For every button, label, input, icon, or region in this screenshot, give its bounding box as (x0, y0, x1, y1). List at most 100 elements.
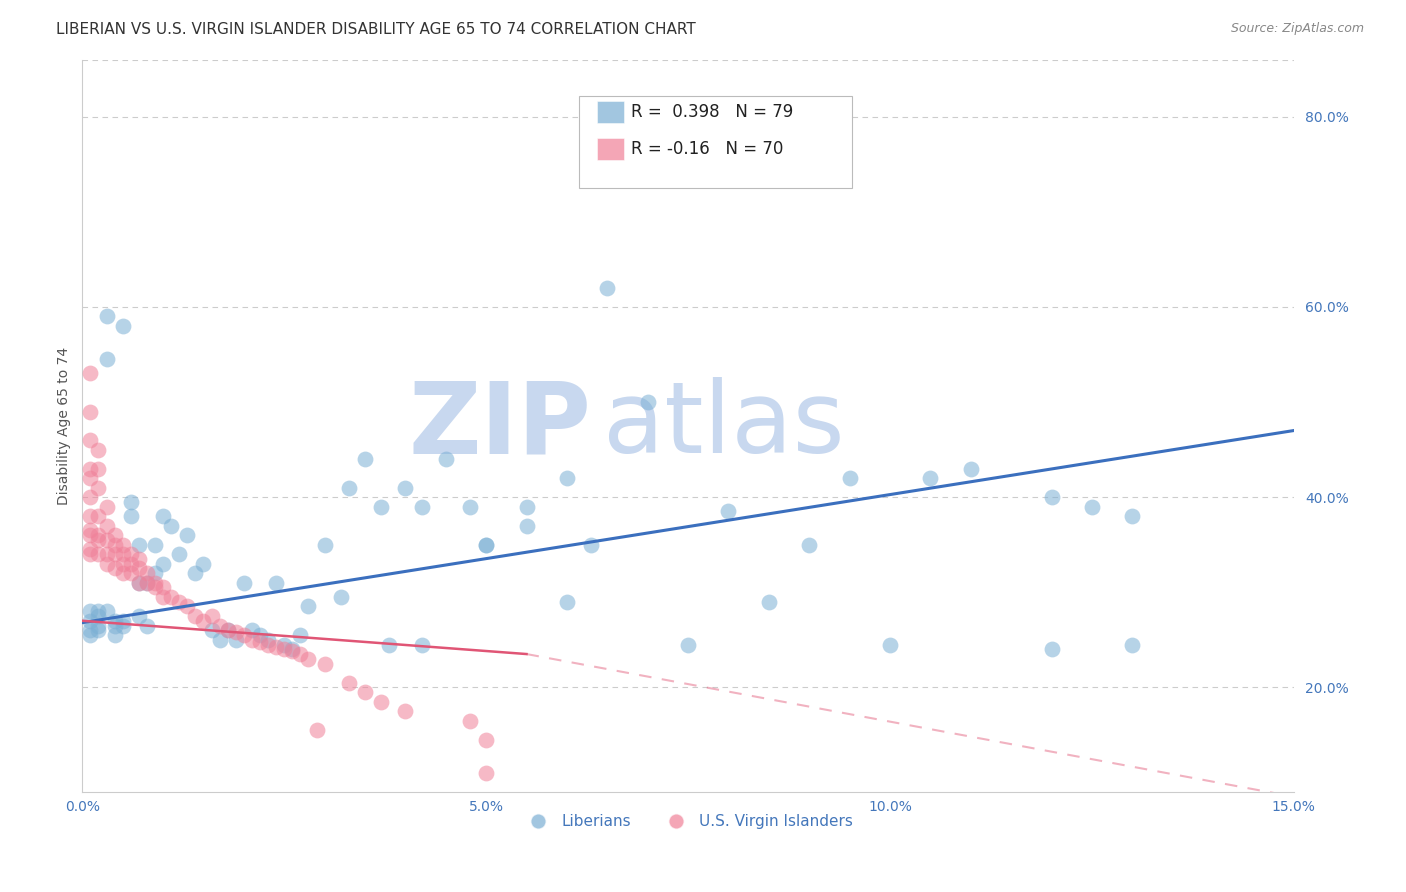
Point (297, 652, 319, 666)
Point (240, 632, 263, 647)
Point (104, 618, 127, 632)
Point (799, 538, 821, 552)
Point (128, 552, 150, 566)
Point (87, 461, 110, 475)
Point (87, 442, 110, 457)
Point (120, 557, 142, 571)
Point (394, 704, 416, 718)
Point (96, 352, 118, 367)
Point (120, 495, 142, 509)
Point (152, 581, 174, 595)
Point (281, 642, 304, 657)
Point (96, 518, 118, 533)
Point (143, 538, 166, 552)
Point (434, 452, 457, 467)
Point (120, 509, 142, 524)
Point (193, 614, 215, 628)
Point (225, 632, 247, 647)
Text: Source: ZipAtlas.com: Source: ZipAtlas.com (1230, 22, 1364, 36)
Point (104, 547, 127, 561)
Point (160, 518, 183, 533)
Point (1040, 642, 1063, 657)
Point (1121, 509, 1143, 524)
Point (1081, 500, 1104, 514)
Point (152, 509, 174, 524)
Point (104, 561, 127, 575)
Point (475, 732, 498, 747)
Point (87, 604, 110, 618)
Point (120, 547, 142, 561)
Point (314, 538, 336, 552)
Point (200, 609, 222, 624)
Point (79, 490, 101, 504)
Point (79, 547, 101, 561)
Point (217, 624, 239, 638)
Point (879, 638, 901, 652)
Point (128, 538, 150, 552)
Point (128, 575, 150, 590)
Point (232, 628, 254, 642)
Point (79, 542, 101, 557)
Point (152, 590, 174, 604)
Point (104, 538, 127, 552)
Point (555, 595, 578, 609)
Point (208, 618, 231, 632)
Point (676, 638, 699, 652)
Point (411, 500, 433, 514)
Point (297, 599, 319, 614)
Point (79, 509, 101, 524)
Point (87, 533, 110, 547)
Point (555, 471, 578, 485)
Point (354, 685, 377, 699)
Point (87, 618, 110, 632)
Point (329, 590, 352, 604)
Point (1121, 638, 1143, 652)
Point (176, 599, 198, 614)
Point (184, 609, 207, 624)
Point (79, 433, 101, 447)
Text: atlas: atlas (603, 377, 845, 475)
Point (394, 481, 416, 495)
Point (176, 528, 198, 542)
Point (120, 566, 142, 581)
Point (160, 590, 183, 604)
Point (104, 628, 127, 642)
Point (152, 557, 174, 571)
Point (135, 575, 157, 590)
Point (79, 614, 101, 628)
Point (184, 566, 207, 581)
Point (515, 500, 537, 514)
Point (111, 566, 134, 581)
Point (96, 500, 118, 514)
Point (79, 471, 101, 485)
Point (79, 604, 101, 618)
Point (96, 310, 118, 324)
Point (240, 624, 263, 638)
Point (87, 609, 110, 624)
Point (305, 723, 328, 738)
Point (1040, 490, 1063, 504)
Point (104, 614, 127, 628)
Point (475, 766, 498, 780)
Point (920, 471, 942, 485)
Point (111, 557, 134, 571)
Point (87, 481, 110, 495)
Point (143, 566, 166, 581)
Point (281, 644, 304, 658)
Point (257, 638, 280, 652)
Point (87, 547, 110, 561)
Y-axis label: Disability Age 65 to 74: Disability Age 65 to 74 (58, 347, 72, 505)
Point (232, 575, 254, 590)
Point (87, 528, 110, 542)
Point (143, 575, 166, 590)
Point (79, 461, 101, 475)
Point (475, 538, 498, 552)
Text: R = -0.16   N = 70: R = -0.16 N = 70 (631, 140, 783, 158)
Point (257, 632, 280, 647)
Point (135, 618, 157, 632)
Point (104, 528, 127, 542)
Point (79, 528, 101, 542)
Point (79, 404, 101, 418)
Point (167, 547, 190, 561)
Point (87, 509, 110, 524)
